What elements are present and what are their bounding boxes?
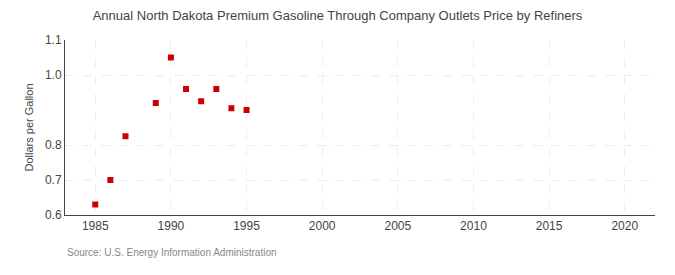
svg-text:0.6: 0.6 — [45, 208, 62, 222]
svg-text:2020: 2020 — [611, 219, 638, 233]
svg-text:1990: 1990 — [158, 219, 185, 233]
svg-text:2005: 2005 — [384, 219, 411, 233]
svg-text:0.8: 0.8 — [45, 138, 62, 152]
svg-text:0.7: 0.7 — [45, 173, 62, 187]
svg-text:1.0: 1.0 — [45, 68, 62, 82]
svg-text:Source: U.S. Energy Informatio: Source: U.S. Energy Information Administ… — [67, 247, 277, 258]
svg-text:1985: 1985 — [82, 219, 109, 233]
svg-text:Dollars per Gallon: Dollars per Gallon — [23, 83, 35, 171]
svg-text:Annual North Dakota Premium Ga: Annual North Dakota Premium Gasoline Thr… — [93, 8, 583, 23]
svg-text:1995: 1995 — [233, 219, 260, 233]
svg-text:2000: 2000 — [309, 219, 336, 233]
svg-text:2015: 2015 — [536, 219, 563, 233]
svg-text:2010: 2010 — [460, 219, 487, 233]
svg-text:1.1: 1.1 — [45, 33, 62, 47]
